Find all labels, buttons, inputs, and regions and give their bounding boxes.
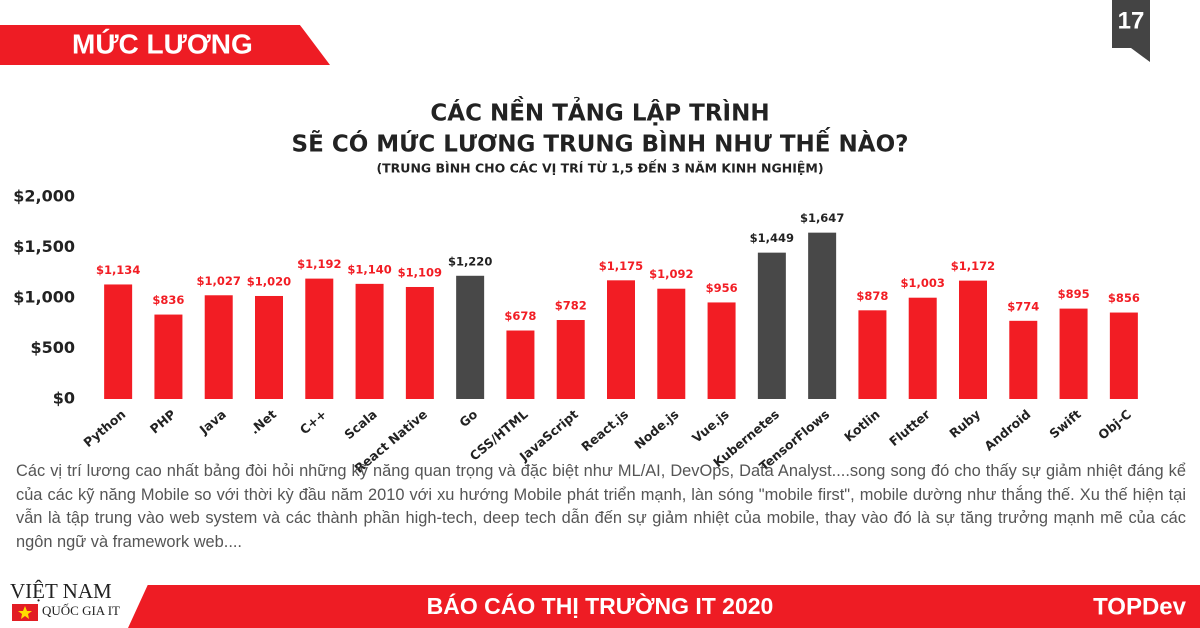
plot: $0 $500 $1,000 $1,500 $2,000 Python $1,134 PHP $… — [13, 187, 1140, 476]
bar — [506, 330, 535, 399]
value-label: $1,172 — [951, 259, 995, 273]
bar — [657, 288, 686, 399]
bar — [707, 302, 736, 399]
chart-title: CÁC NỀN TẢNG LẬP TRÌNH — [430, 96, 769, 127]
x-tick-label: Android — [981, 406, 1033, 453]
value-label: $895 — [1058, 287, 1090, 301]
value-label: $1,134 — [96, 263, 140, 277]
x-tick-label: Python — [80, 406, 128, 450]
value-label: $1,449 — [750, 231, 794, 245]
x-tick-label: PHP — [147, 406, 179, 436]
value-label: $856 — [1108, 291, 1140, 305]
value-label: $678 — [504, 309, 536, 323]
x-tick-label: Obj-C — [1095, 406, 1134, 442]
x-tick-label: Kotlin — [841, 406, 882, 444]
value-label: $782 — [555, 299, 587, 313]
value-label: $1,092 — [649, 267, 693, 281]
value-label: $1,003 — [901, 276, 945, 290]
y-tick-label: $2,000 — [13, 187, 75, 206]
bar — [1009, 320, 1038, 399]
x-tick-label: C++ — [297, 406, 330, 437]
x-tick-label: Scala — [341, 406, 379, 442]
bar — [858, 310, 887, 399]
bar — [757, 252, 786, 399]
x-tick-label: React.js — [578, 406, 631, 454]
x-tick-label: Node.js — [631, 406, 681, 452]
bar — [204, 295, 233, 399]
value-label: $1,027 — [197, 274, 241, 288]
value-label: $836 — [152, 293, 184, 307]
bar — [355, 283, 384, 399]
bar — [255, 295, 283, 399]
value-label: $1,140 — [347, 262, 391, 276]
page-badge — [1112, 0, 1150, 62]
page-number: 17 — [1118, 7, 1145, 34]
bar — [405, 286, 434, 399]
header-band — [0, 25, 330, 65]
chart-title: SẼ CÓ MỨC LƯƠNG TRUNG BÌNH NHƯ THẾ NÀO? — [292, 127, 909, 158]
footer-brand-sub: QUỐC GIA IT — [42, 603, 120, 618]
value-label: $1,109 — [398, 265, 442, 279]
bar — [456, 275, 485, 399]
x-tick-label: Ruby — [946, 406, 983, 440]
value-label: $878 — [856, 289, 888, 303]
value-label: $1,647 — [800, 211, 844, 225]
bar — [959, 280, 987, 399]
bar — [607, 280, 635, 399]
y-tick-label: $0 — [53, 389, 75, 408]
x-tick-label: Swift — [1046, 406, 1083, 441]
footer-title: BÁO CÁO THỊ TRƯỜNG IT 2020 — [427, 592, 774, 619]
flag-star — [18, 606, 32, 619]
bar — [908, 297, 937, 399]
header-strip — [300, 25, 1200, 62]
x-tick-label: Flutter — [886, 406, 933, 449]
value-label: $1,020 — [247, 274, 291, 288]
bar — [1109, 312, 1138, 399]
x-tick-label: Go — [456, 406, 480, 430]
y-tick-label: $1,000 — [13, 288, 75, 307]
value-label: $1,220 — [448, 254, 492, 268]
value-label: $774 — [1007, 299, 1039, 313]
value-label: $1,175 — [599, 259, 643, 273]
bar — [305, 278, 334, 399]
bar — [556, 320, 585, 399]
description: Các vị trí lương cao nhất bảng đòi hỏi n… — [16, 462, 1186, 551]
x-tick-label: .Net — [247, 406, 279, 437]
bar — [808, 232, 837, 399]
value-label: $1,192 — [297, 257, 341, 271]
footer-band — [0, 585, 1200, 628]
bar — [1059, 308, 1088, 399]
header-title: MỨC LƯƠNG — [72, 28, 253, 59]
y-tick-label: $1,500 — [13, 237, 75, 256]
chart-subtitle: (TRUNG BÌNH CHO CÁC VỊ TRÍ TỪ 1,5 ĐẾN 3 … — [376, 160, 823, 176]
value-label: $956 — [706, 281, 738, 295]
footer-logo: TOPDev — [1093, 593, 1187, 620]
bar — [104, 284, 133, 399]
footer-brand: VIỆT NAM — [10, 579, 112, 603]
y-tick-label: $500 — [30, 338, 75, 357]
x-tick-label: Java — [196, 406, 229, 437]
x-tick-label: Vue.js — [689, 406, 732, 445]
bar — [154, 314, 183, 399]
